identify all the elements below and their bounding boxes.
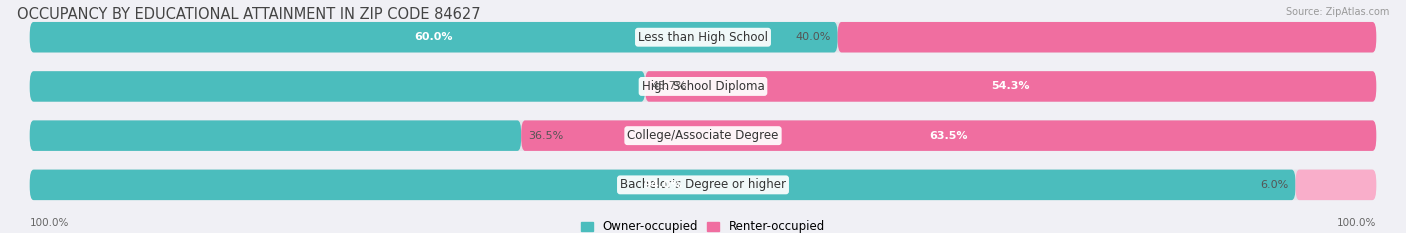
Text: Less than High School: Less than High School bbox=[638, 31, 768, 44]
FancyBboxPatch shape bbox=[522, 120, 1376, 151]
FancyBboxPatch shape bbox=[838, 22, 1376, 52]
Text: Bachelor's Degree or higher: Bachelor's Degree or higher bbox=[620, 178, 786, 191]
Text: 54.3%: 54.3% bbox=[991, 82, 1031, 91]
Text: 45.7%: 45.7% bbox=[652, 82, 688, 91]
FancyBboxPatch shape bbox=[30, 71, 645, 102]
Text: 60.0%: 60.0% bbox=[415, 32, 453, 42]
FancyBboxPatch shape bbox=[30, 120, 522, 151]
Legend: Owner-occupied, Renter-occupied: Owner-occupied, Renter-occupied bbox=[581, 220, 825, 233]
Text: 94.0%: 94.0% bbox=[643, 180, 682, 190]
FancyBboxPatch shape bbox=[645, 71, 1376, 102]
Text: 6.0%: 6.0% bbox=[1261, 180, 1289, 190]
Text: Source: ZipAtlas.com: Source: ZipAtlas.com bbox=[1285, 7, 1389, 17]
Text: 63.5%: 63.5% bbox=[929, 131, 967, 141]
Text: High School Diploma: High School Diploma bbox=[641, 80, 765, 93]
FancyBboxPatch shape bbox=[30, 71, 1376, 102]
Text: OCCUPANCY BY EDUCATIONAL ATTAINMENT IN ZIP CODE 84627: OCCUPANCY BY EDUCATIONAL ATTAINMENT IN Z… bbox=[17, 7, 481, 22]
FancyBboxPatch shape bbox=[30, 170, 1376, 200]
FancyBboxPatch shape bbox=[30, 22, 1376, 52]
Text: College/Associate Degree: College/Associate Degree bbox=[627, 129, 779, 142]
FancyBboxPatch shape bbox=[1295, 170, 1376, 200]
Text: 36.5%: 36.5% bbox=[527, 131, 564, 141]
Text: 100.0%: 100.0% bbox=[1337, 218, 1376, 228]
Text: 40.0%: 40.0% bbox=[796, 32, 831, 42]
Text: 100.0%: 100.0% bbox=[30, 218, 69, 228]
FancyBboxPatch shape bbox=[30, 22, 838, 52]
FancyBboxPatch shape bbox=[30, 170, 1295, 200]
FancyBboxPatch shape bbox=[30, 120, 1376, 151]
